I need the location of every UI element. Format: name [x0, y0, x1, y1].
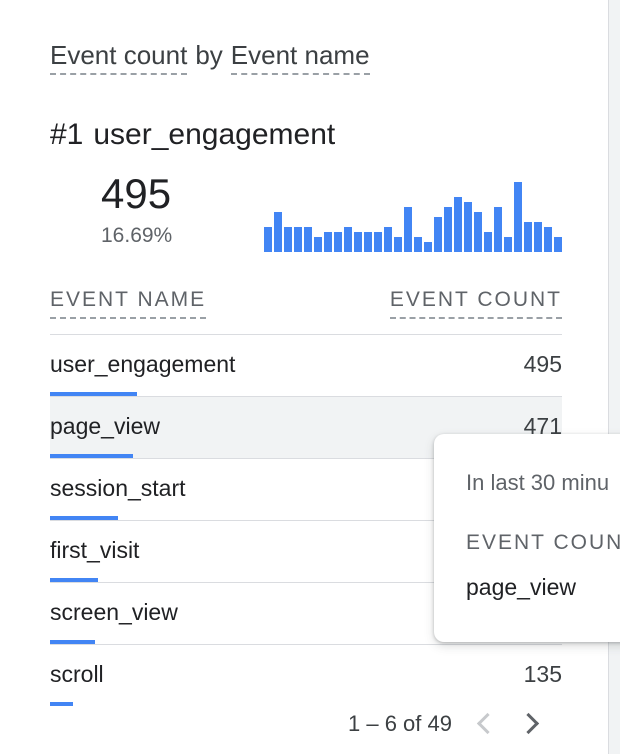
event-proportion-bar — [50, 702, 73, 706]
sparkline-bar — [414, 237, 422, 252]
card-title: Event count by Event name — [50, 40, 370, 75]
sparkline-bar — [544, 227, 552, 252]
column-header-event-count[interactable]: EVENT COUNT — [389, 288, 562, 319]
event-proportion-bar — [50, 454, 133, 458]
pagination: 1 – 6 of 49 — [348, 708, 545, 740]
event-count-cell: 495 — [523, 351, 562, 377]
sparkline-bar — [524, 222, 532, 252]
dimension-selector[interactable]: Event name — [230, 40, 370, 75]
previous-page-button[interactable] — [470, 708, 499, 740]
event-name-cell: user_engagement — [50, 351, 236, 377]
tooltip-header: EVENT COUNT — [466, 531, 620, 554]
sparkline-bar — [264, 227, 272, 252]
sparkline-bar — [444, 207, 452, 252]
sparkline-bar — [394, 237, 402, 252]
sparkline-bar — [424, 242, 432, 252]
sparkline-bar — [454, 197, 462, 252]
tooltip-event-name: page_view — [466, 574, 576, 600]
sparkline-bar — [364, 232, 372, 252]
event-name-cell: page_view — [50, 413, 160, 439]
sparkline-bar — [314, 237, 322, 252]
sparkline-bar — [464, 202, 472, 252]
chevron-right-icon — [517, 712, 539, 735]
event-proportion-bar — [50, 640, 95, 644]
table-row[interactable]: session_start — [50, 459, 562, 521]
event-proportion-bar — [50, 392, 137, 396]
pagination-range: 1 – 6 of 49 — [348, 711, 452, 736]
event-count-cell: 135 — [523, 661, 562, 687]
sparkline-bar — [504, 237, 512, 252]
metric-selector[interactable]: Event count — [50, 40, 188, 75]
sparkline-bar — [294, 227, 302, 252]
table-row[interactable]: scroll 135 — [50, 645, 562, 706]
table-row[interactable]: screen_view — [50, 583, 562, 645]
title-by-text: by — [195, 40, 223, 70]
sparkline-bar — [354, 232, 362, 252]
hover-tooltip: In last 30 minu EVENT COUNT page_view — [434, 434, 620, 642]
event-name-cell: first_visit — [50, 537, 140, 563]
sparkline-bar — [534, 222, 542, 252]
sparkline-bar — [514, 182, 522, 252]
tooltip-period: In last 30 minu — [466, 470, 610, 495]
sparkline-bar — [554, 237, 562, 252]
sparkline-chart — [264, 182, 562, 252]
event-name-cell: screen_view — [50, 599, 178, 625]
sparkline-bar — [374, 232, 382, 252]
sparkline-bar — [494, 207, 502, 252]
event-name-cell: scroll — [50, 661, 104, 687]
event-proportion-bar — [50, 578, 98, 582]
sparkline-bar — [334, 232, 342, 252]
sparkline-bar — [404, 207, 412, 252]
column-header-event-name[interactable]: EVENT NAME — [50, 288, 207, 319]
next-page-button[interactable] — [517, 708, 545, 740]
table-header: EVENT NAME EVENT COUNT — [50, 288, 562, 335]
sparkline-bar — [344, 227, 352, 252]
sparkline-bar — [304, 227, 312, 252]
sparkline-bar — [284, 227, 292, 252]
chevron-left-icon — [477, 712, 499, 735]
event-name-cell: session_start — [50, 475, 186, 501]
sparkline-bar — [434, 217, 442, 252]
sparkline-bar — [324, 232, 332, 252]
sparkline-bar — [484, 232, 492, 252]
top-item-name: user_engagement — [93, 118, 336, 151]
top-item-label: #1 user_engagement — [50, 118, 335, 152]
event-proportion-bar — [50, 516, 118, 520]
sparkline-bar — [384, 227, 392, 252]
top-item-rank: #1 — [50, 118, 84, 151]
top-item-value: 495 — [101, 170, 172, 217]
sparkline-bar — [474, 212, 482, 252]
table-row[interactable]: first_visit — [50, 521, 562, 583]
top-item-percent: 16.69% — [101, 224, 173, 247]
sparkline-bar — [274, 212, 282, 252]
table-row[interactable]: user_engagement 495 — [50, 335, 562, 397]
